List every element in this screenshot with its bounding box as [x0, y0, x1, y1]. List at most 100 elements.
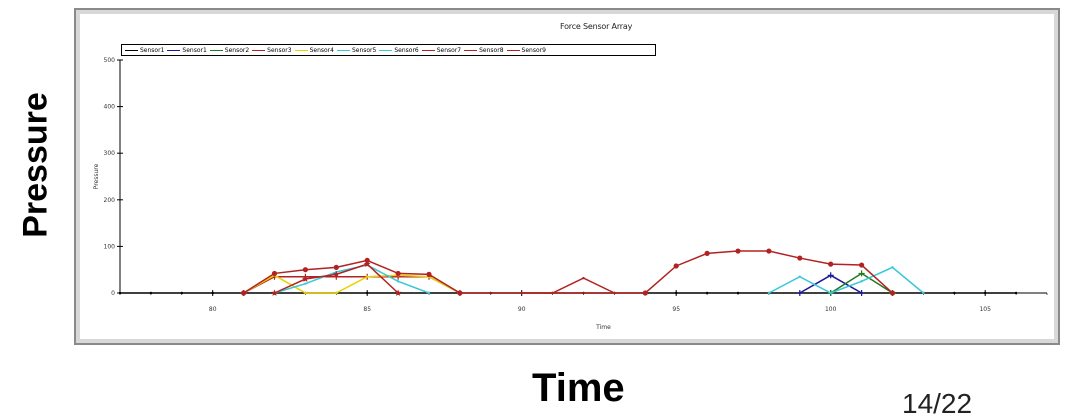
legend-item: Sensor9 [506, 46, 546, 54]
data-point [394, 289, 402, 296]
y-tick-label: 500 [104, 57, 116, 64]
data-point [366, 291, 369, 295]
data-point [735, 248, 741, 254]
legend-item: Sensor2 [209, 46, 250, 54]
data-point [366, 275, 369, 278]
x-tick-label: 80 [209, 306, 217, 313]
legend-swatch [252, 49, 266, 51]
legend-item: Sensor7 [421, 46, 462, 54]
chart-frame [74, 8, 1060, 345]
legend-swatch [125, 49, 138, 51]
legend-swatch [336, 49, 350, 51]
legend-item: Sensor8 [464, 46, 504, 54]
legend-label: Sensor3 [267, 46, 292, 54]
y-tick-label: 200 [104, 197, 116, 204]
y-tick-label: 300 [104, 150, 116, 157]
legend-item: Sensor5 [336, 46, 377, 54]
data-point [922, 291, 925, 295]
data-point [551, 291, 554, 295]
legend-label: Sensor2 [224, 46, 250, 54]
legend-swatch [294, 49, 308, 51]
data-point [858, 270, 865, 277]
legend-label: Sensor4 [309, 46, 334, 54]
x-axis-title: Time [595, 324, 611, 331]
data-point [426, 271, 432, 277]
data-point [613, 291, 616, 295]
y-tick-label: 0 [111, 290, 115, 297]
data-point [211, 291, 214, 295]
data-point [457, 290, 463, 296]
plot-area: 0 100 200 300 400 500 80 85 90 95 100 105 Time Pressu… [93, 57, 1048, 331]
legend-label: Sensor5 [351, 46, 377, 54]
data-point [673, 263, 679, 269]
data-point [241, 290, 247, 296]
data-point [1014, 291, 1018, 295]
x-tick-label: 105 [979, 306, 991, 313]
legend-swatch [209, 49, 223, 51]
data-point [304, 282, 307, 285]
data-point [675, 291, 678, 295]
data-point [860, 280, 863, 283]
page-number: 14/22 [902, 388, 973, 419]
legend-label: Sensor7 [436, 46, 462, 54]
data-point [889, 290, 896, 296]
x-tick-label: 100 [825, 306, 837, 313]
series-line-9 [521, 277, 615, 294]
data-point [797, 255, 803, 261]
data-point [829, 291, 832, 295]
data-point [858, 290, 865, 296]
legend-label: Sensor1 [140, 46, 165, 54]
data-point [395, 270, 401, 277]
y-axis-title: Pressure [93, 163, 100, 189]
data-point [271, 289, 278, 296]
data-point [363, 260, 371, 267]
data-point [302, 267, 308, 273]
slide-xlabel: Time [532, 366, 625, 410]
data-point [335, 291, 338, 295]
chart-legend: Sensor1 Sensor1 Sensor2 Sensor3 Sensor4 Senso… [121, 44, 656, 56]
legend-swatch [464, 49, 478, 51]
series-line-5 [243, 274, 461, 294]
data-point [364, 257, 370, 263]
data-point [796, 290, 803, 296]
data-point [705, 291, 709, 295]
data-point [118, 291, 122, 295]
x-tick-label: 85 [363, 306, 371, 313]
data-point [767, 291, 771, 295]
data-point [984, 291, 987, 295]
data-point [827, 272, 834, 279]
data-point [953, 291, 956, 295]
legend-item: Sensor1 [125, 47, 164, 54]
data-point [798, 275, 801, 278]
legend-label: Sensor8 [479, 46, 504, 54]
data-point [736, 291, 740, 295]
data-point [427, 291, 431, 295]
data-point [332, 270, 340, 278]
legend-swatch [506, 49, 520, 51]
data-point [333, 264, 339, 270]
legend-swatch [379, 49, 393, 51]
data-point [828, 261, 834, 267]
series-line-8 [243, 250, 894, 294]
y-tick-label: 100 [104, 243, 116, 250]
data-point [396, 280, 400, 283]
data-point [766, 248, 772, 254]
slide-ylabel: Pressure [16, 92, 55, 238]
legend-swatch [167, 49, 181, 51]
data-point [582, 276, 585, 280]
legend-item: Sensor6 [379, 46, 419, 54]
legend-item: Sensor4 [294, 46, 334, 54]
y-tick-label: 400 [104, 104, 116, 111]
x-tick-label: 90 [518, 306, 526, 313]
data-point [642, 290, 648, 296]
legend-label: Sensor1 [182, 46, 207, 54]
data-point [520, 291, 523, 295]
series-line-7 [768, 266, 924, 294]
data-point [149, 291, 153, 295]
legend-label: Sensor9 [521, 46, 546, 54]
data-point [271, 270, 278, 277]
legend-label: Sensor6 [394, 46, 419, 54]
data-point [704, 250, 710, 256]
legend-swatch [421, 49, 435, 51]
chart-title: Force Sensor Array [560, 22, 633, 31]
